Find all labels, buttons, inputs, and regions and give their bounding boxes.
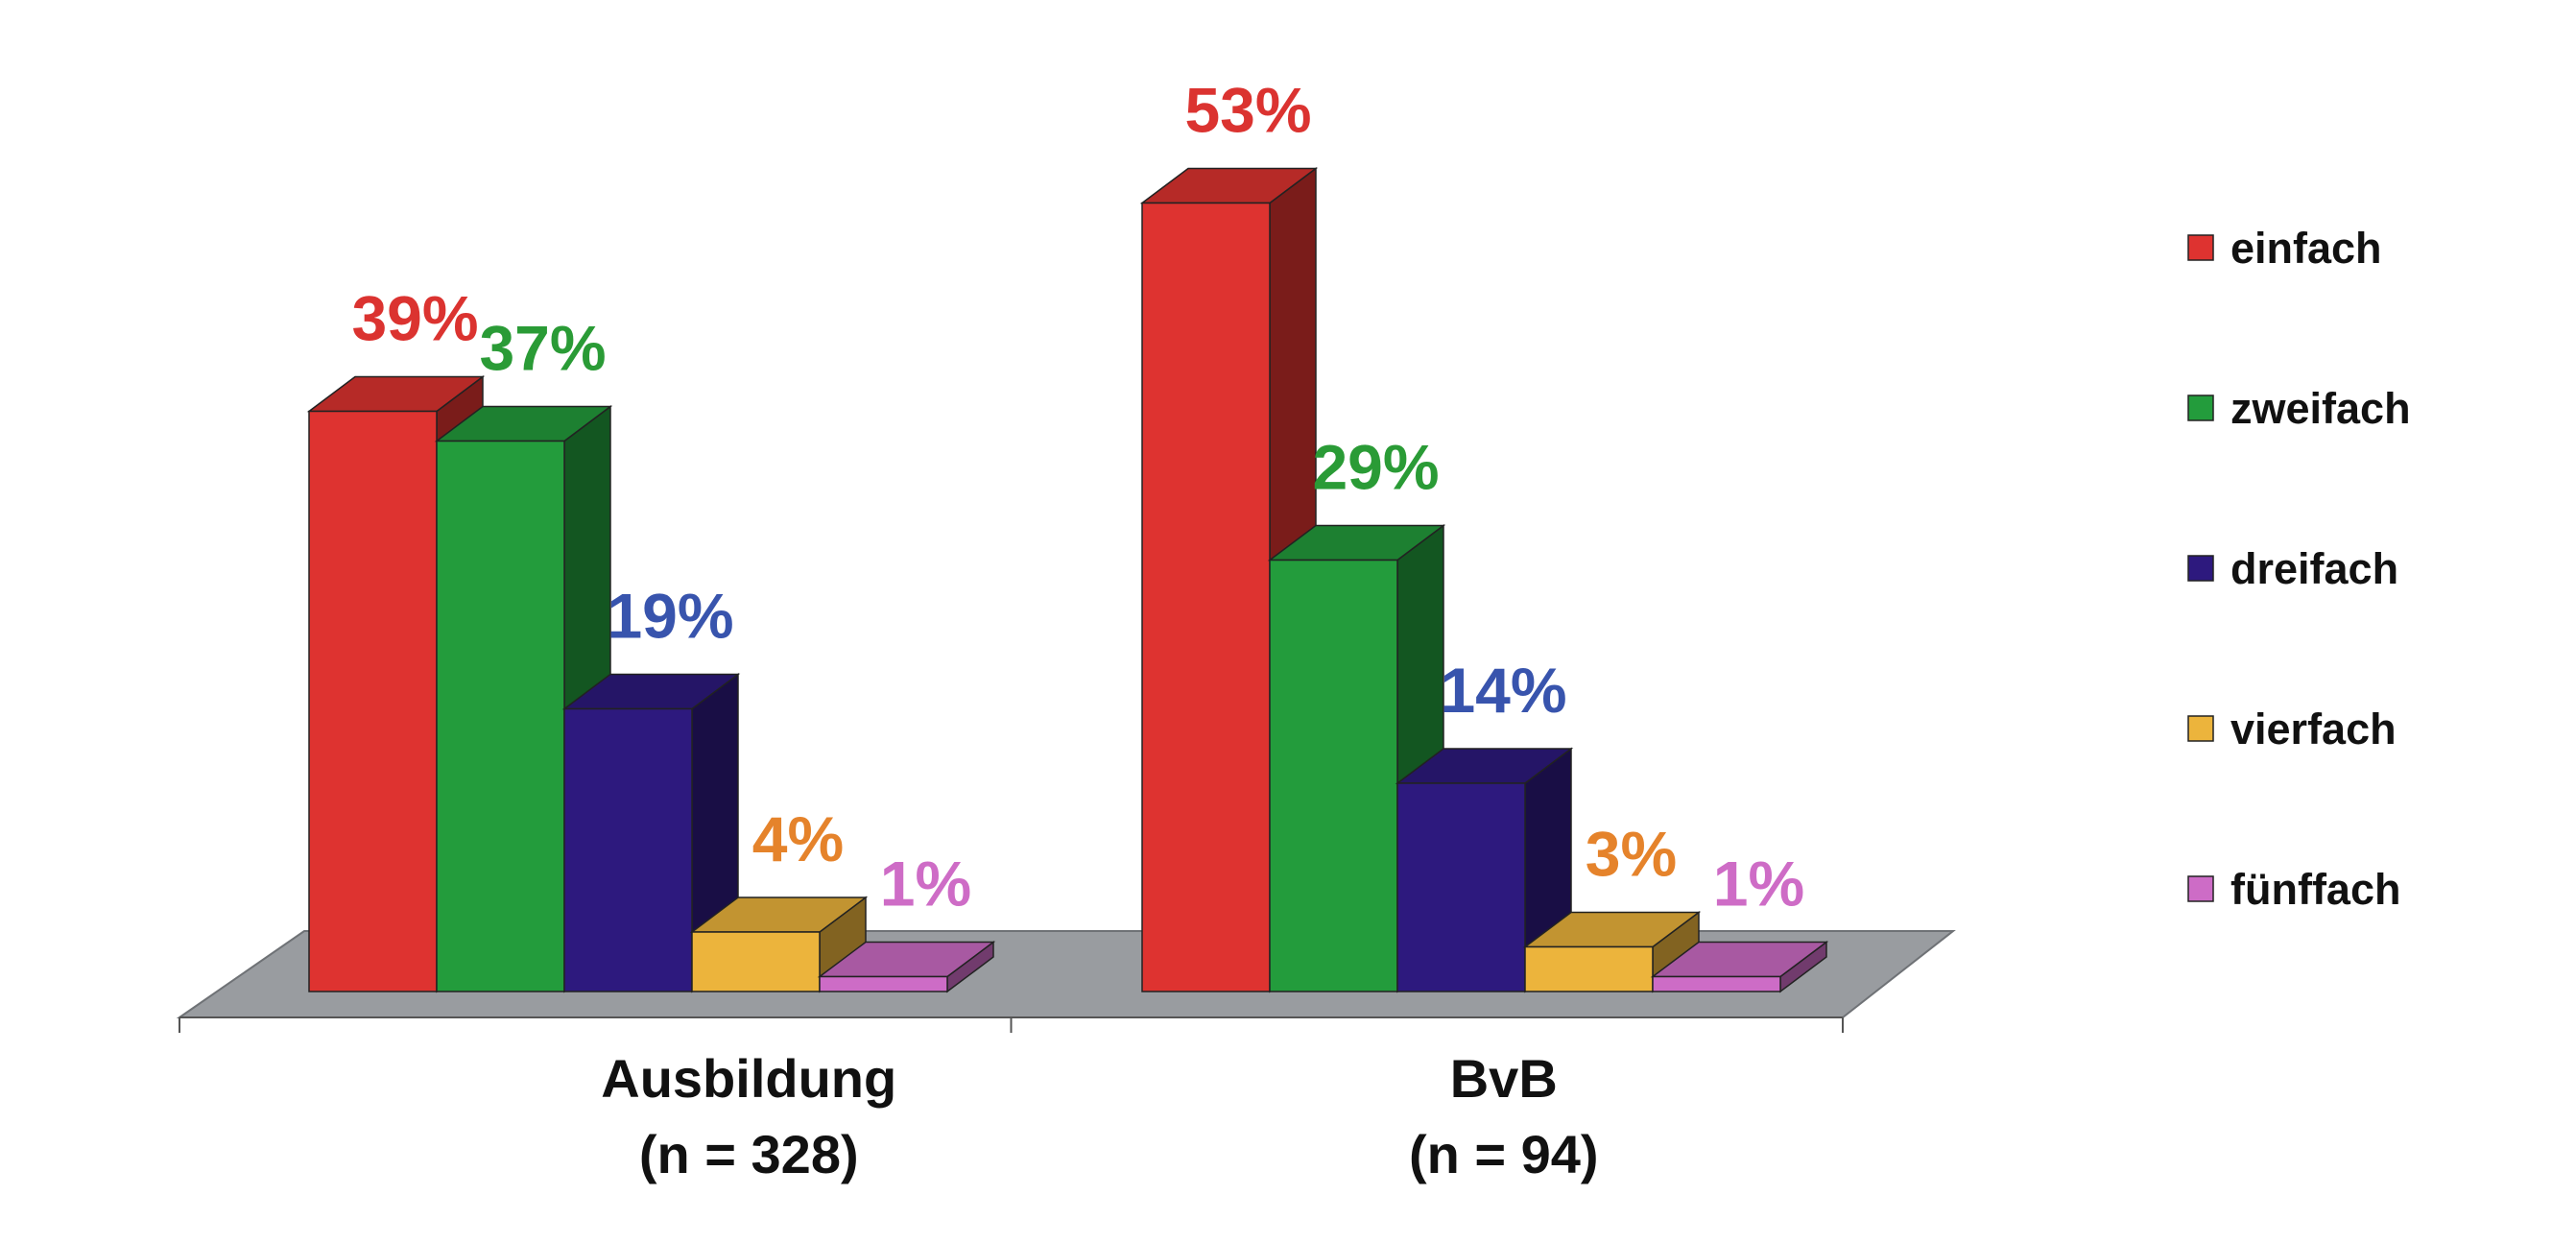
bar-front (436, 440, 565, 992)
category-label-Ausbildung: Ausbildung (601, 1048, 896, 1109)
bar-front (691, 931, 821, 992)
value-label-einfach-BvB: 53% (1184, 75, 1311, 146)
value-label-fünffach-BvB: 1% (1713, 849, 1804, 920)
x-axis: Ausbildung (n = 328) BvB (n = 94) (179, 1016, 1844, 1184)
bar-front (1396, 782, 1526, 992)
bar-front (1141, 202, 1271, 992)
category-label-BvB: BvB (1450, 1048, 1558, 1109)
category-sublabel-Ausbildung: (n = 328) (639, 1124, 859, 1184)
bar-front (1269, 559, 1398, 992)
value-label-zweifach-Ausbildung: 37% (479, 313, 606, 384)
value-label-einfach-Ausbildung: 39% (351, 283, 478, 354)
legend-item-zweifach: zweifach (2187, 384, 2411, 433)
category-sublabel-BvB: (n = 94) (1409, 1124, 1599, 1184)
legend-swatch (2187, 715, 2214, 742)
legend-label: fünffach (2230, 865, 2400, 914)
legend-item-vierfach: vierfach (2187, 705, 2397, 753)
legend-label: einfach (2230, 224, 2382, 273)
legend-item-dreifach: dreifach (2187, 544, 2398, 593)
legend-swatch (2187, 394, 2214, 421)
legend-swatch (2187, 555, 2214, 582)
bar-fünffach-BvB (1650, 941, 1829, 993)
bar-front (1652, 975, 1781, 992)
bar-dreifach-Ausbildung (561, 673, 741, 993)
bar-front (819, 975, 948, 992)
value-label-zweifach-BvB: 29% (1312, 432, 1439, 503)
legend-label: zweifach (2230, 384, 2411, 433)
value-label-fünffach-Ausbildung: 1% (880, 849, 971, 920)
bar-fünffach-Ausbildung (817, 941, 996, 993)
legend: einfach zweifach dreifach vierfach fünffach (2187, 224, 2411, 914)
legend-item-einfach: einfach (2187, 224, 2382, 273)
value-label-vierfach-Ausbildung: 4% (752, 803, 844, 874)
bars-group (306, 167, 1829, 993)
legend-label: dreifach (2230, 544, 2398, 593)
bar-front (1524, 945, 1654, 992)
value-label-vierfach-BvB: 3% (1586, 819, 1677, 890)
bar-front (563, 707, 693, 992)
value-label-dreifach-BvB: 14% (1440, 655, 1566, 726)
legend-item-fünffach: fünffach (2187, 865, 2400, 914)
bar-front (308, 410, 438, 992)
legend-label: vierfach (2230, 705, 2397, 753)
value-label-dreifach-Ausbildung: 19% (607, 581, 733, 652)
legend-swatch (2187, 875, 2214, 902)
legend-swatch (2187, 234, 2214, 261)
value-labels-group: 39% 37% 19% 4% 1% 53% 29% 14% 3% 1% (351, 75, 1804, 920)
